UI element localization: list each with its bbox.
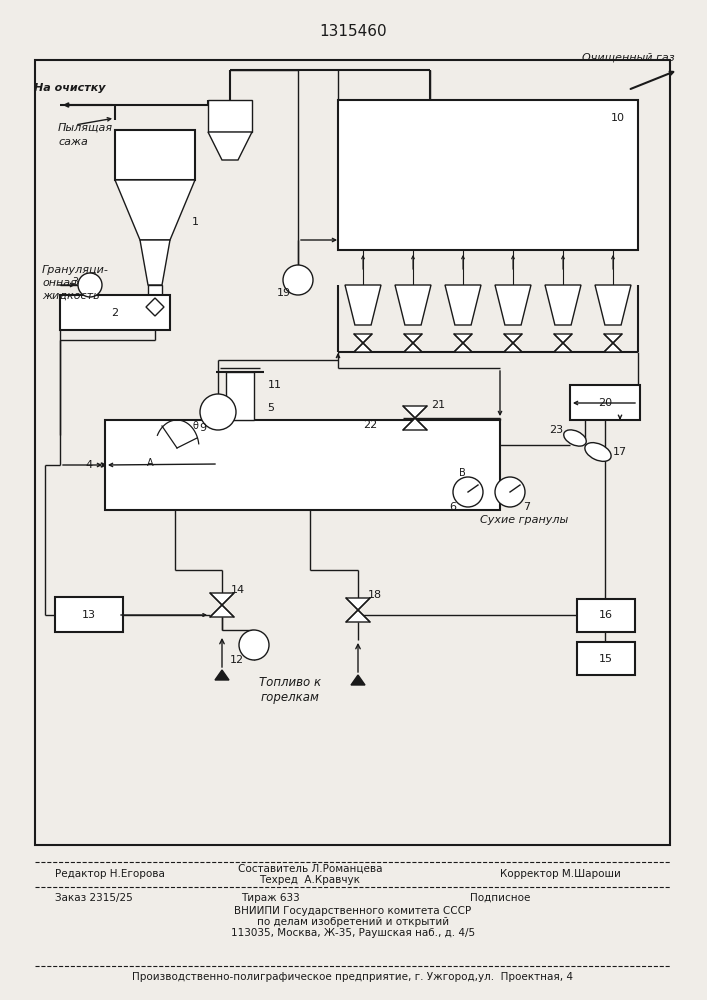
Text: На очистку: На очистку xyxy=(33,83,105,93)
Text: Производственно-полиграфическое предприятие, г. Ужгород,ул.  Проектная, 4: Производственно-полиграфическое предприя… xyxy=(132,972,573,982)
Text: Очищенный газ: Очищенный газ xyxy=(582,53,674,63)
Text: 13: 13 xyxy=(82,610,96,620)
Text: 9: 9 xyxy=(199,423,206,433)
Polygon shape xyxy=(445,285,481,325)
Text: 11: 11 xyxy=(268,380,282,390)
Text: Заказ 2315/25: Заказ 2315/25 xyxy=(55,893,133,903)
Text: сажа: сажа xyxy=(58,137,88,147)
Text: 23: 23 xyxy=(549,425,563,435)
Ellipse shape xyxy=(585,443,611,461)
Text: Грануляци-: Грануляци- xyxy=(42,265,109,275)
Text: Пылящая: Пылящая xyxy=(58,123,113,133)
Text: θ: θ xyxy=(192,421,198,431)
Polygon shape xyxy=(215,670,229,680)
Bar xyxy=(577,599,635,632)
Circle shape xyxy=(239,630,269,660)
Polygon shape xyxy=(595,285,631,325)
Text: 7: 7 xyxy=(523,502,530,512)
Circle shape xyxy=(200,394,236,430)
Polygon shape xyxy=(115,180,195,240)
Text: 16: 16 xyxy=(599,610,613,620)
Text: Подписное: Подписное xyxy=(470,893,530,903)
Text: горелкам: горелкам xyxy=(261,692,320,704)
Text: ВНИИПИ Государственного комитета СССР: ВНИИПИ Государственного комитета СССР xyxy=(235,906,472,916)
Polygon shape xyxy=(140,240,170,285)
Polygon shape xyxy=(403,406,427,430)
Text: жидкость: жидкость xyxy=(42,291,100,301)
Polygon shape xyxy=(545,285,581,325)
Text: 6: 6 xyxy=(450,502,457,512)
Circle shape xyxy=(78,273,102,297)
Bar xyxy=(577,642,635,675)
Text: 1315460: 1315460 xyxy=(319,24,387,39)
Text: Редактор Н.Егорова: Редактор Н.Егорова xyxy=(55,869,165,879)
Polygon shape xyxy=(346,598,370,622)
Text: Корректор М.Шароши: Корректор М.Шароши xyxy=(500,869,621,879)
Text: 19: 19 xyxy=(277,288,291,298)
Text: Техред  А.Кравчук: Техред А.Кравчук xyxy=(259,875,361,885)
Polygon shape xyxy=(146,298,164,316)
Text: B: B xyxy=(459,468,465,478)
Text: 2: 2 xyxy=(112,308,119,318)
Text: 15: 15 xyxy=(599,654,613,664)
Text: онная: онная xyxy=(42,278,77,288)
Text: по делам изобретений и открытий: по делам изобретений и открытий xyxy=(257,917,449,927)
Text: 14: 14 xyxy=(231,585,245,595)
Text: Тираж 633: Тираж 633 xyxy=(240,893,299,903)
Bar xyxy=(570,385,640,420)
Bar xyxy=(105,420,500,510)
Text: 21: 21 xyxy=(431,400,445,410)
Polygon shape xyxy=(351,675,365,685)
Text: 4: 4 xyxy=(86,460,93,470)
Text: Топливо к: Топливо к xyxy=(259,676,321,688)
Circle shape xyxy=(453,477,483,507)
Bar xyxy=(148,285,162,300)
Bar xyxy=(338,100,638,250)
Text: 12: 12 xyxy=(230,655,244,665)
Polygon shape xyxy=(210,593,234,617)
Text: Составитель Л.Романцева: Составитель Л.Романцева xyxy=(238,864,382,874)
Polygon shape xyxy=(554,334,572,352)
Text: 5: 5 xyxy=(267,403,274,413)
Text: Сухие гранулы: Сухие гранулы xyxy=(480,515,568,525)
Polygon shape xyxy=(354,334,372,352)
Bar xyxy=(60,295,170,330)
Text: 10: 10 xyxy=(611,113,625,123)
Ellipse shape xyxy=(563,430,586,446)
Text: 113035, Москва, Ж-35, Раушская наб., д. 4/5: 113035, Москва, Ж-35, Раушская наб., д. … xyxy=(231,928,475,938)
Text: 20: 20 xyxy=(598,398,612,408)
Text: 17: 17 xyxy=(613,447,627,457)
Polygon shape xyxy=(404,334,422,352)
Bar xyxy=(35,60,670,845)
Polygon shape xyxy=(454,334,472,352)
Polygon shape xyxy=(345,285,381,325)
Text: 18: 18 xyxy=(368,590,382,600)
Text: 22: 22 xyxy=(363,420,377,430)
Text: 3: 3 xyxy=(72,277,78,287)
Polygon shape xyxy=(208,132,252,160)
Bar xyxy=(208,100,252,132)
Text: 1: 1 xyxy=(192,217,199,227)
Bar xyxy=(55,597,123,632)
Polygon shape xyxy=(504,334,522,352)
Circle shape xyxy=(495,477,525,507)
Polygon shape xyxy=(604,334,622,352)
Bar xyxy=(115,130,195,180)
Circle shape xyxy=(283,265,313,295)
Polygon shape xyxy=(395,285,431,325)
Bar xyxy=(226,372,254,420)
Text: A: A xyxy=(147,458,153,468)
Polygon shape xyxy=(495,285,531,325)
